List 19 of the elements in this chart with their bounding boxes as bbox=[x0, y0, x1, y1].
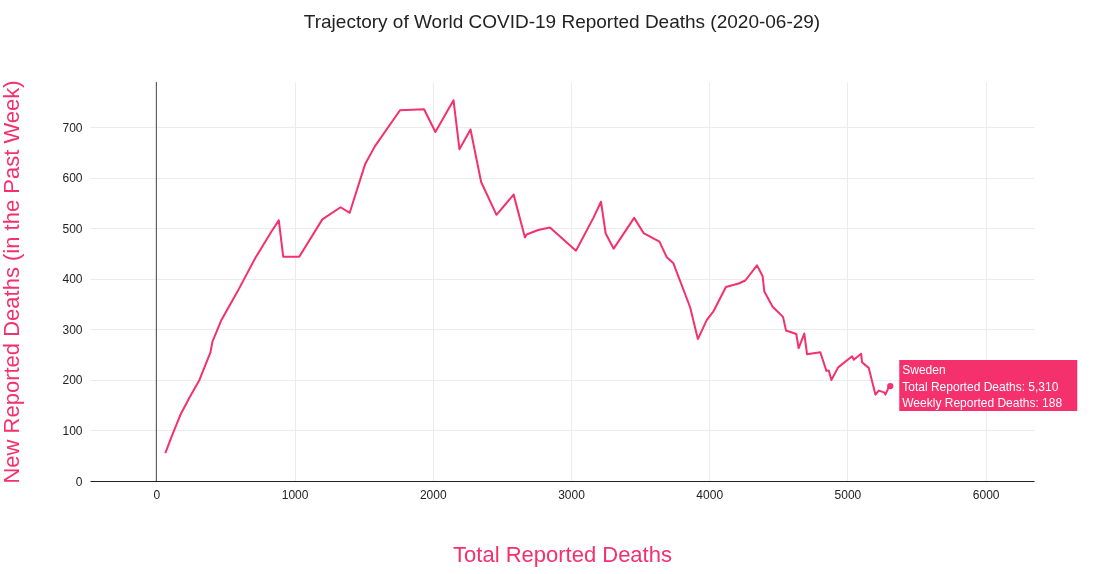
y-tick-label: 0 bbox=[75, 474, 83, 489]
y-axis-title: New Reported Deaths (in the Past Week) bbox=[0, 80, 25, 484]
chart-title: Trajectory of World COVID-19 Reported Deaths (2020-06-29) bbox=[303, 10, 821, 32]
y-tick-label: 500 bbox=[62, 221, 83, 236]
x-tick-label: 4000 bbox=[696, 487, 724, 502]
x-tick-label: 6000 bbox=[972, 487, 1000, 502]
x-axis-title: Total Reported Deaths bbox=[453, 541, 672, 567]
y-tick-label: 300 bbox=[62, 322, 83, 337]
x-tick-label: 3000 bbox=[558, 487, 586, 502]
y-tick-label: 600 bbox=[62, 171, 83, 186]
y-tick-label: 200 bbox=[62, 373, 83, 388]
x-tick-label: 2000 bbox=[419, 487, 447, 502]
x-tick-label: 0 bbox=[153, 487, 161, 502]
x-tick-label: 1000 bbox=[281, 487, 309, 502]
annotation: Sweden Total Reported Deaths: 5,310 Weekly Reported Deaths: 188 bbox=[902, 363, 1063, 411]
y-tick-label: 100 bbox=[62, 423, 83, 438]
y-tick-label: 400 bbox=[62, 272, 83, 287]
y-tick-label: 700 bbox=[62, 120, 83, 135]
x-tick-label: 5000 bbox=[834, 487, 862, 502]
